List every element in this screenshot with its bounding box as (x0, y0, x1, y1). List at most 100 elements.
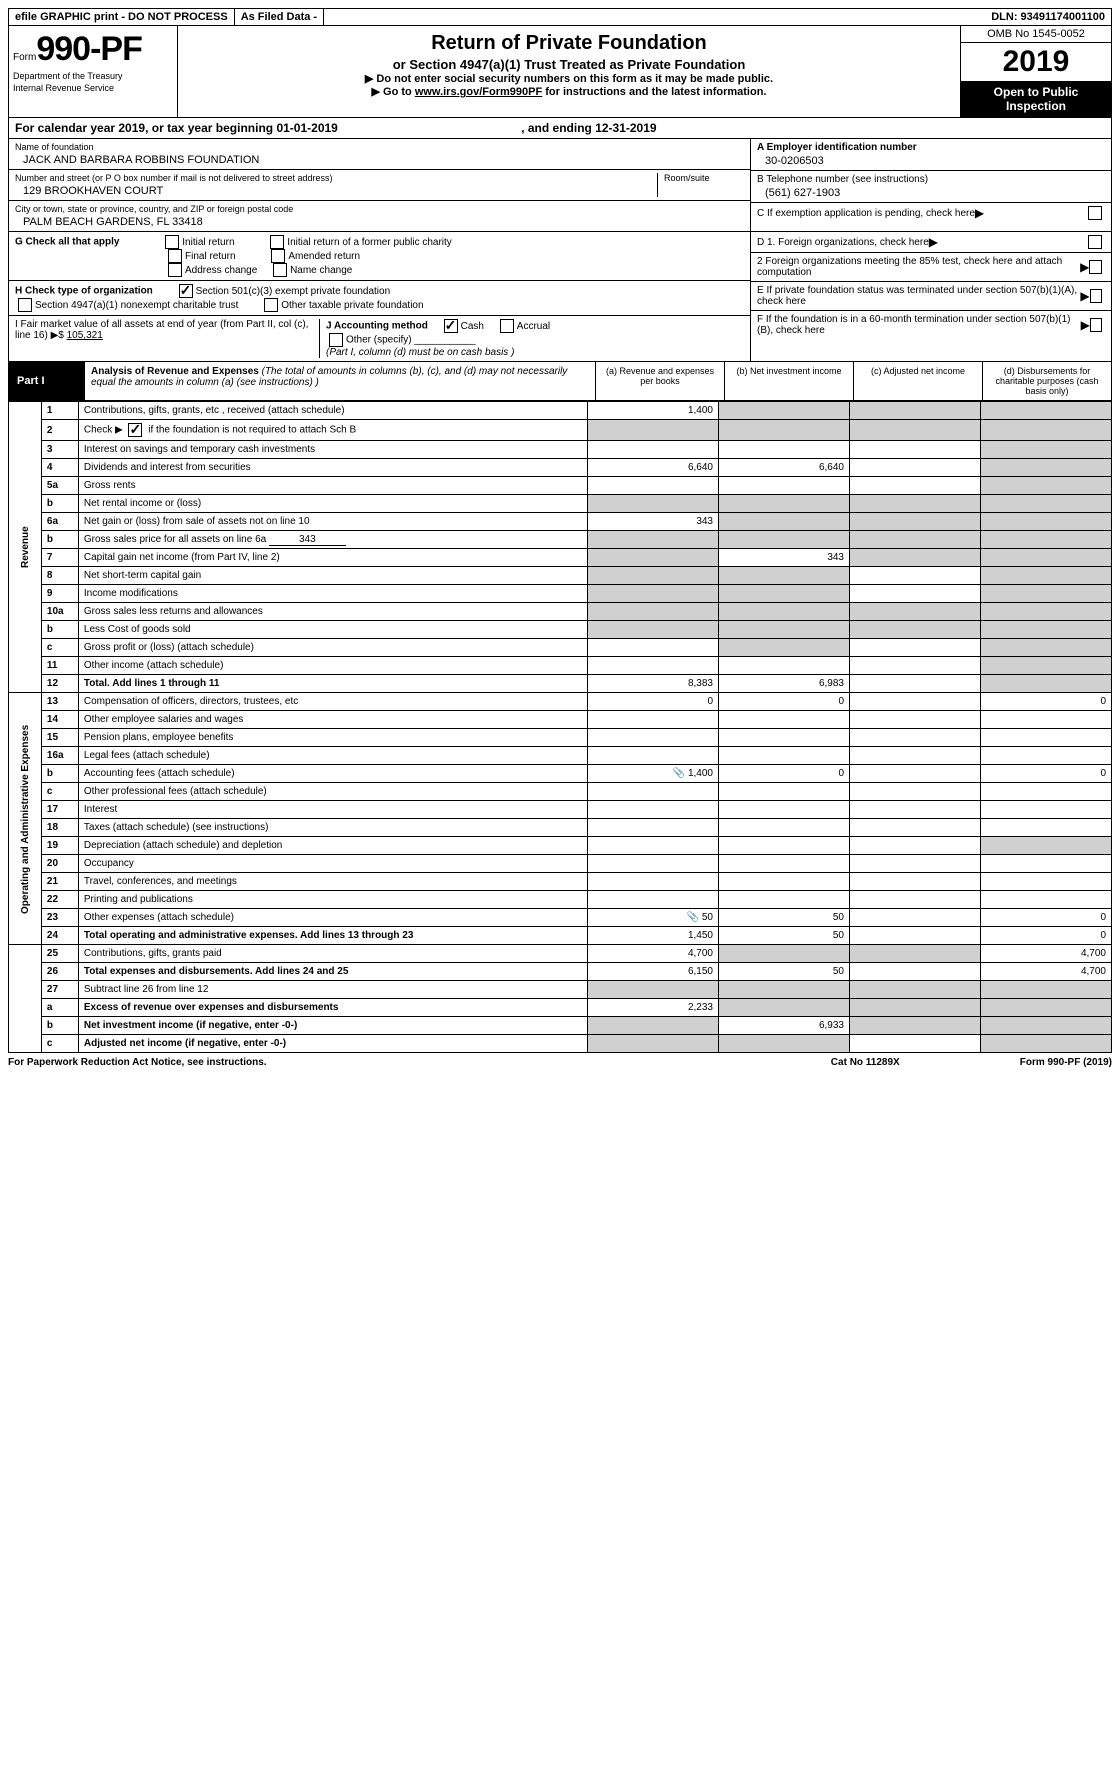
header-right: OMB No 1545-0052 2019 Open to Public Ins… (960, 26, 1111, 117)
cb-other-method[interactable] (329, 333, 343, 347)
f-row: F If the foundation is in a 60-month ter… (751, 311, 1111, 339)
form-word: Form (13, 52, 36, 63)
footer-right: Form 990-PF (2019) (1020, 1057, 1112, 1068)
form-identity: Form 990-PF Department of the Treasury I… (9, 26, 178, 117)
table-row: bNet investment income (if negative, ent… (9, 1017, 1112, 1035)
i-label: I Fair market value of all assets at end… (15, 319, 308, 341)
ein-value: 30-0206503 (757, 153, 1105, 167)
cb-former[interactable] (270, 235, 284, 249)
arrow-icon: ▶ (1080, 260, 1089, 274)
e-row: E If private foundation status was termi… (751, 282, 1111, 311)
dept-irs: Internal Revenue Service (13, 83, 173, 93)
city-cell: City or town, state or province, country… (9, 201, 750, 231)
j-note: (Part I, column (d) must be on cash basi… (326, 347, 514, 358)
j3: Other (specify) (346, 335, 412, 346)
arrow-icon: ▶ (1081, 318, 1090, 332)
table-row: 15Pension plans, employee benefits (9, 729, 1112, 747)
j2: Accrual (517, 321, 550, 332)
cb-name-change[interactable] (273, 263, 287, 277)
ein-cell: A Employer identification number 30-0206… (751, 139, 1111, 171)
form-title-block: Return of Private Foundation or Section … (178, 26, 960, 117)
col-d-head: (d) Disbursements for charitable purpose… (983, 362, 1111, 400)
cal-mid: , and ending (521, 121, 595, 135)
cb-accrual[interactable] (500, 319, 514, 333)
calendar-year-row: For calendar year 2019, or tax year begi… (8, 118, 1112, 139)
table-row: bLess Cost of goods sold (9, 621, 1112, 639)
g3: Final return (185, 251, 236, 262)
table-row: 7Capital gain net income (from Part IV, … (9, 549, 1112, 567)
table-row: 26Total expenses and disbursements. Add … (9, 963, 1112, 981)
table-row: 27Subtract line 26 from line 12 (9, 981, 1112, 999)
table-row: 18Taxes (attach schedule) (see instructi… (9, 819, 1112, 837)
cb-amended[interactable] (271, 249, 285, 263)
table-row: 20Occupancy (9, 855, 1112, 873)
table-row: 22Printing and publications (9, 891, 1112, 909)
f-label: F If the foundation is in a 60-month ter… (757, 314, 1081, 336)
footer: For Paperwork Reduction Act Notice, see … (8, 1053, 1112, 1072)
e-label: E If private foundation status was termi… (757, 285, 1080, 307)
table-row: cOther professional fees (attach schedul… (9, 783, 1112, 801)
footer-mid: Cat No 11289X (831, 1057, 900, 1068)
checks-section: G Check all that apply Initial return In… (8, 232, 1112, 362)
g6: Name change (290, 265, 352, 276)
g-label: G Check all that apply (15, 237, 119, 248)
cb-d1[interactable] (1088, 235, 1102, 249)
table-row: 11Other income (attach schedule) (9, 657, 1112, 675)
instr2-post: for instructions and the latest informat… (542, 86, 766, 98)
table-row: 25Contributions, gifts, grants paid4,700… (9, 945, 1112, 963)
table-row: 4Dividends and interest from securities6… (9, 459, 1112, 477)
table-row: bAccounting fees (attach schedule)📎 1,40… (9, 765, 1112, 783)
name-cell: Name of foundation JACK AND BARBARA ROBB… (9, 139, 750, 170)
ij-row: I Fair market value of all assets at end… (9, 316, 750, 361)
table-row: 8Net short-term capital gain (9, 567, 1112, 585)
attachment-icon[interactable]: 📎 (673, 768, 685, 779)
cb-4947[interactable] (18, 298, 32, 312)
col-c-head: (c) Adjusted net income (854, 362, 983, 400)
cb-final[interactable] (168, 249, 182, 263)
table-row: 2Check ▶ if the foundation is not requir… (9, 420, 1112, 441)
form-subtitle: or Section 4947(a)(1) Trust Treated as P… (182, 57, 956, 72)
city-value: PALM BEACH GARDENS, FL 33418 (15, 214, 744, 228)
col-a-head: (a) Revenue and expenses per books (596, 362, 725, 400)
table-row: 10aGross sales less returns and allowanc… (9, 603, 1112, 621)
table-row: aExcess of revenue over expenses and dis… (9, 999, 1112, 1017)
arrow-icon: ▶ (975, 206, 984, 220)
table-row: bNet rental income or (loss) (9, 495, 1112, 513)
cb-initial[interactable] (165, 235, 179, 249)
efile-notice: efile GRAPHIC print - DO NOT PROCESS (9, 9, 235, 25)
phone-cell: B Telephone number (see instructions) (5… (751, 171, 1111, 203)
table-row: bGross sales price for all assets on lin… (9, 531, 1112, 549)
d2-row: 2 Foreign organizations meeting the 85% … (751, 253, 1111, 282)
addr-label: Number and street (or P O box number if … (15, 173, 657, 183)
j-label: J Accounting method (326, 321, 428, 332)
exemption-checkbox[interactable] (1088, 206, 1102, 220)
h1: Section 501(c)(3) exempt private foundat… (196, 286, 391, 297)
ein-label: A Employer identification number (757, 142, 1105, 153)
cb-d2[interactable] (1089, 260, 1102, 274)
cb-e[interactable] (1090, 289, 1102, 303)
h-row: H Check type of organization Section 501… (9, 281, 750, 316)
table-row: Revenue 1Contributions, gifts, grants, e… (9, 402, 1112, 420)
cal-pre: For calendar year 2019, or tax year begi… (15, 121, 276, 135)
cal-begin: 01-01-2019 (276, 121, 337, 135)
cb-other-tax[interactable] (264, 298, 278, 312)
cb-cash[interactable] (444, 319, 458, 333)
g4: Amended return (288, 251, 360, 262)
cb-addr-change[interactable] (168, 263, 182, 277)
form-header: Form 990-PF Department of the Treasury I… (8, 26, 1112, 118)
table-row: 16aLegal fees (attach schedule) (9, 747, 1112, 765)
attachment-icon[interactable]: 📎 (687, 912, 699, 923)
cb-schb[interactable] (128, 423, 142, 437)
i-value: 105,321 (67, 330, 103, 341)
form-number: 990-PF (36, 30, 142, 69)
cb-501c3[interactable] (179, 284, 193, 298)
h-label: H Check type of organization (15, 286, 153, 297)
form-title: Return of Private Foundation (182, 32, 956, 55)
cb-f[interactable] (1090, 318, 1102, 332)
part1-title: Analysis of Revenue and Expenses (91, 366, 259, 377)
phone-label: B Telephone number (see instructions) (757, 174, 1105, 185)
room-label: Room/suite (664, 173, 744, 197)
table-row: 23Other expenses (attach schedule)📎 5050… (9, 909, 1112, 927)
table-row: Operating and Administrative Expenses 13… (9, 693, 1112, 711)
irs-link[interactable]: www.irs.gov/Form990PF (415, 86, 542, 98)
